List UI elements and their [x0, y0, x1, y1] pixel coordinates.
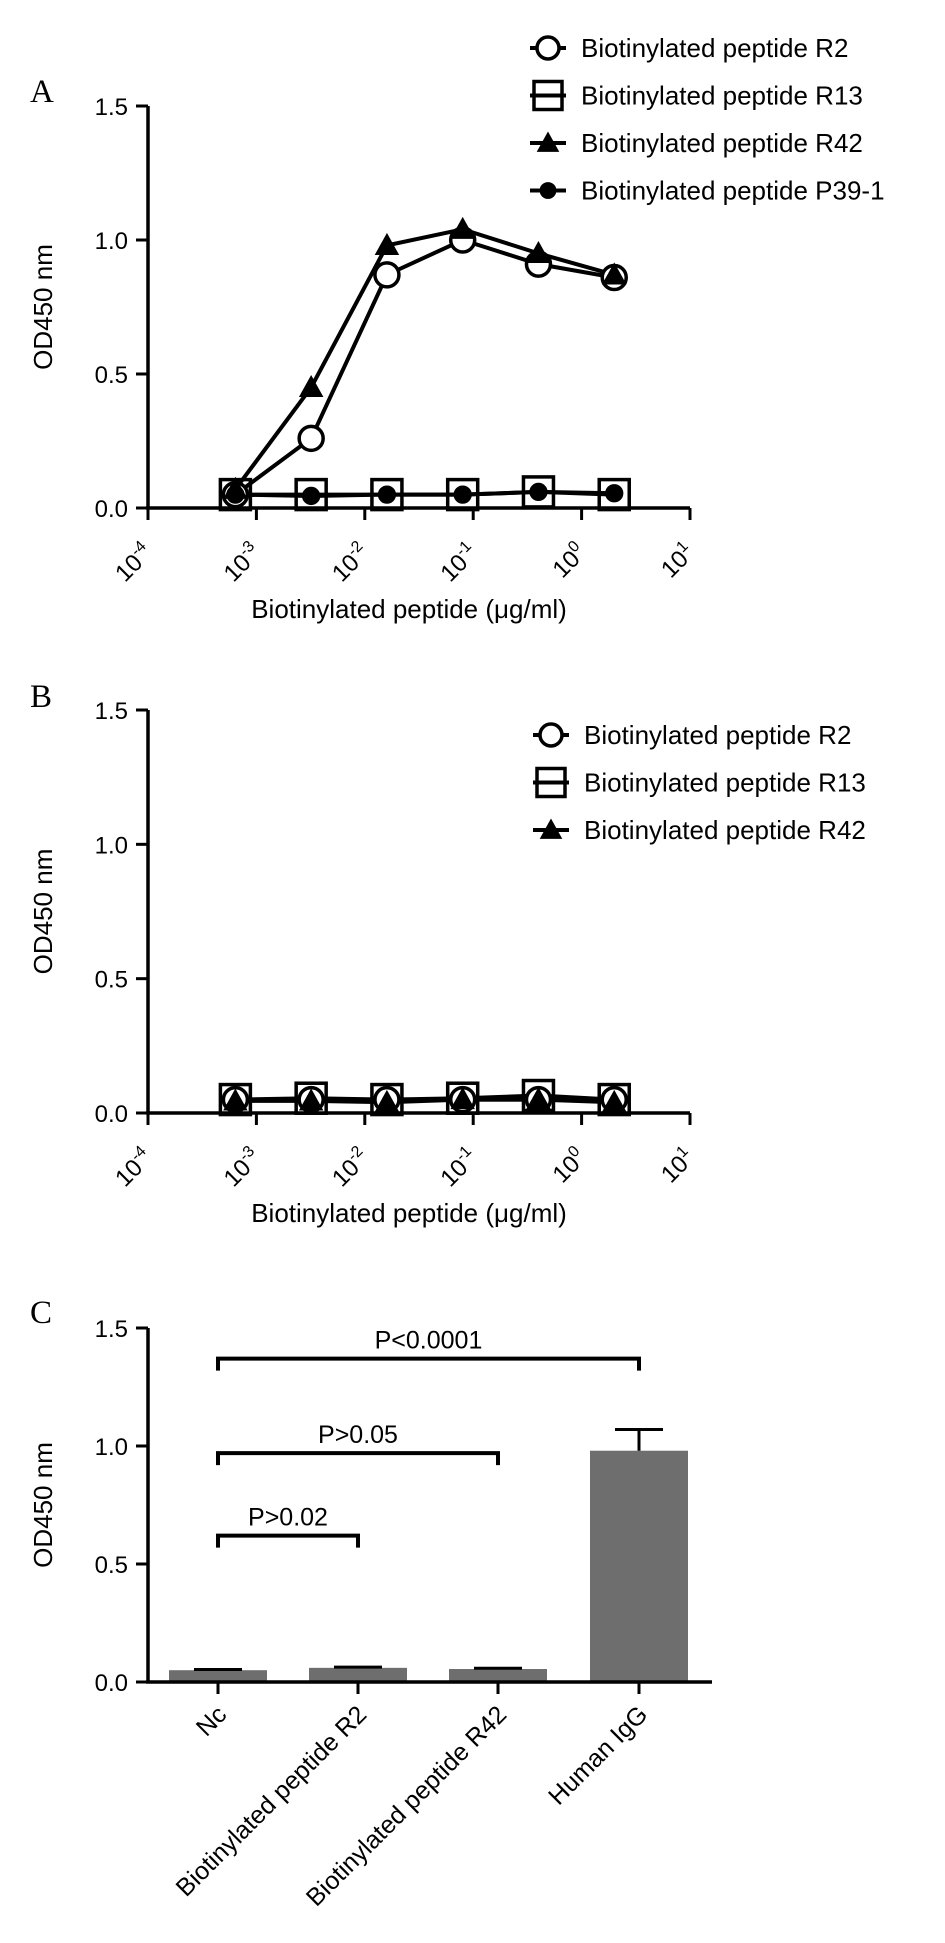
data-point-square-open — [294, 477, 328, 512]
data-point-circle-filled — [302, 486, 321, 506]
legend-label: Biotinylated peptide R2 — [584, 720, 851, 750]
data-point-triangle-filled — [374, 232, 400, 255]
y-axis-title: OD450 nm — [28, 849, 58, 975]
y-tick-label: 1.5 — [95, 94, 128, 121]
legend-label: Biotinylated peptide P39-1 — [581, 176, 885, 206]
legend-label: Biotinylated peptide R13 — [584, 768, 866, 798]
data-point-circle-filled — [605, 484, 624, 503]
legend-marker-circle-open — [535, 35, 561, 61]
data-point-square-open — [218, 1082, 253, 1117]
panel-letter: A — [30, 74, 54, 110]
data-point-circle-filled — [377, 485, 397, 504]
legend-marker-square-open — [532, 79, 564, 112]
panel-a-line-chart: A 0.0 0.5 1.0 1.5 10-4 10-3 10-2 10-1 100 101 OD450… — [28, 33, 885, 624]
legend-marker-square-open — [535, 766, 567, 799]
data-point-circle-open — [373, 261, 401, 289]
y-tick-label: 1.5 — [95, 1316, 128, 1343]
x-tick-label: 10-1 — [434, 538, 484, 588]
significance-bracket — [216, 1533, 360, 1548]
x-tick-label: 10-2 — [326, 1143, 376, 1193]
data-point-square-open — [370, 1082, 404, 1117]
data-point-square-open — [294, 1081, 328, 1115]
legend-marker-circle-filled — [539, 182, 557, 199]
data-point-square-open — [521, 1078, 556, 1113]
x-tick-label: 10-3 — [217, 538, 267, 588]
p-value-label: P>0.02 — [248, 1504, 328, 1532]
y-axis-title: OD450 nm — [28, 244, 58, 370]
data-point-triangle-filled — [601, 1089, 627, 1112]
y-axis-title: OD450 nm — [28, 1442, 58, 1568]
legend-marker-triangle-filled — [536, 131, 560, 152]
y-tick-label: 0.0 — [95, 1101, 128, 1128]
series-line-triangle-filled — [233, 227, 615, 491]
x-tick-label: 100 — [546, 1143, 592, 1189]
panel-letter: B — [30, 679, 52, 715]
legend-label: Biotinylated peptide R42 — [581, 128, 863, 158]
x-axis-title: Biotinylated peptide (μg/ml) — [251, 1198, 567, 1228]
category-label: Human IgG — [543, 1700, 653, 1810]
y-tick-label: 0.5 — [95, 1552, 128, 1579]
panel-b-line-chart: B 0.0 0.5 1.0 1.5 10-4 10-3 10-2 10-1 100 101 OD450… — [28, 679, 866, 1228]
legend-label: Biotinylated peptide R42 — [584, 815, 866, 845]
y-tick-label: 0.5 — [95, 967, 128, 994]
data-point-circle-filled — [453, 485, 472, 504]
data-point-triangle-filled — [601, 262, 627, 285]
x-tick-label: 10-4 — [109, 1143, 159, 1193]
data-point-triangle-filled — [526, 240, 551, 264]
panel-letter: C — [30, 1295, 52, 1331]
data-point-square-open — [597, 1082, 631, 1117]
x-tick-label: 100 — [546, 538, 592, 584]
series-line-circle-open — [234, 237, 615, 497]
data-point-square-open — [597, 477, 631, 512]
data-point-circle-filled — [529, 482, 548, 502]
y-tick-label: 1.0 — [95, 832, 128, 859]
data-point-triangle-filled — [450, 216, 475, 239]
bar-3 — [590, 1450, 688, 1682]
y-tick-label: 1.0 — [95, 1434, 128, 1461]
significance-bracket — [216, 1451, 500, 1466]
data-point-triangle-filled — [374, 1089, 400, 1112]
data-point-square-open — [445, 477, 480, 512]
data-point-triangle-filled — [298, 374, 324, 398]
x-axis-title: Biotinylated peptide (μg/ml) — [251, 594, 567, 624]
legend-marker-circle-open — [538, 722, 564, 748]
y-tick-label: 1.0 — [95, 228, 128, 255]
p-value-label: P>0.05 — [318, 1421, 398, 1449]
x-tick-label: 10-1 — [434, 1143, 484, 1193]
data-point-triangle-filled — [450, 1087, 475, 1110]
data-point-circle-filled — [226, 485, 245, 504]
data-point-square-open — [445, 1081, 480, 1115]
data-point-square-open — [521, 475, 556, 509]
series-line-triangle-filled — [235, 1097, 615, 1105]
bar-0 — [169, 1670, 267, 1682]
series-line-circle-filled — [235, 489, 615, 498]
data-point-circle-open — [297, 424, 325, 453]
y-tick-label: 0.5 — [95, 362, 128, 389]
data-point-triangle-filled — [223, 1088, 248, 1111]
y-tick-label: 0.0 — [95, 496, 128, 523]
data-point-triangle-filled — [526, 1087, 551, 1110]
x-tick-label: 101 — [655, 538, 701, 584]
y-tick-label: 1.5 — [95, 698, 128, 725]
x-tick-label: 10-3 — [217, 1143, 267, 1193]
bar-2 — [449, 1669, 547, 1682]
x-tick-label: 10-2 — [326, 538, 376, 588]
category-label: Nc — [191, 1700, 232, 1741]
legend-marker-triangle-filled — [539, 818, 563, 839]
p-value-label: P<0.0001 — [375, 1327, 483, 1355]
data-point-square-open — [370, 477, 404, 512]
data-point-triangle-filled — [298, 1088, 324, 1111]
significance-bracket — [216, 1356, 641, 1371]
legend-label: Biotinylated peptide R2 — [581, 33, 848, 63]
bar-1 — [309, 1667, 407, 1682]
y-tick-label: 0.0 — [95, 1670, 128, 1697]
x-tick-label: 101 — [655, 1143, 701, 1189]
x-tick-label: 10-4 — [109, 538, 159, 588]
legend-label: Biotinylated peptide R13 — [581, 81, 863, 111]
